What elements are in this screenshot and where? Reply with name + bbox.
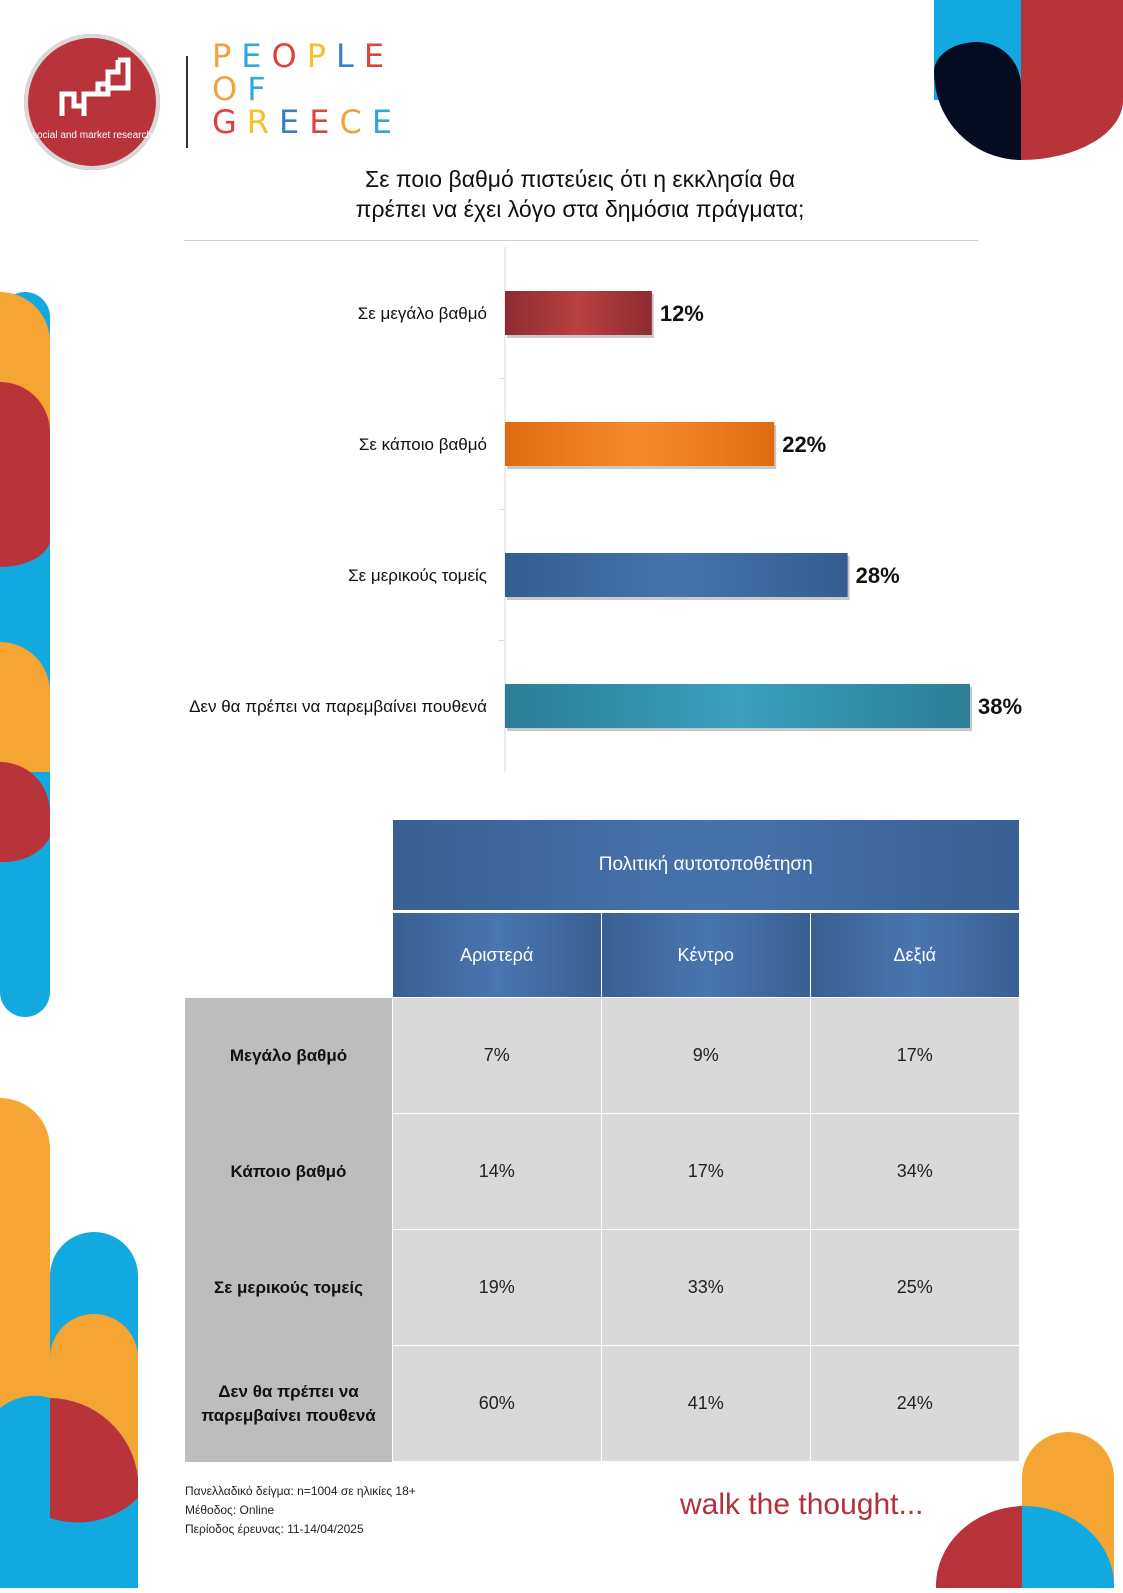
bar-1 xyxy=(505,291,652,335)
brand-letter: E xyxy=(241,37,272,75)
title-divider xyxy=(184,240,978,241)
brand-letter: O xyxy=(212,70,248,108)
brand-letter: R xyxy=(246,103,280,141)
table-cell: 41% xyxy=(602,1346,810,1461)
table-cell: 33% xyxy=(602,1230,810,1345)
brand-line: PEOPLE xyxy=(212,40,402,73)
logo-mark-icon xyxy=(59,57,131,116)
logo-subtitle: social and market research xyxy=(31,130,153,141)
sed-logo: social and market research xyxy=(24,34,160,170)
brand-line: GREECE xyxy=(212,106,402,139)
category-label: Δεν θα πρέπει να παρεμβαίνει πουθενά xyxy=(189,697,487,716)
table-row-header: Σε μερικούς τομείς xyxy=(185,1230,392,1346)
people-of-greece-logo: PEOPLE OF GREECE xyxy=(212,40,402,139)
table-cell: 60% xyxy=(393,1346,601,1461)
table-column-header: Αριστερά xyxy=(393,913,601,997)
category-label: Σε κάποιο βαθμό xyxy=(359,435,487,454)
table-group-header: Πολιτική αυτοτοποθέτηση xyxy=(393,820,1019,910)
decor-bottom-left xyxy=(0,1098,140,1588)
table-column-header: Κέντρο xyxy=(602,913,810,997)
table-cell: 19% xyxy=(393,1230,601,1345)
brand-letter: E xyxy=(279,103,310,141)
brand-letter: E xyxy=(371,103,403,141)
title-line-2: πρέπει να έχει λόγο στα δημόσια πράγματα… xyxy=(355,196,805,222)
table-cell: 14% xyxy=(393,1114,601,1229)
table-cell: 17% xyxy=(811,998,1019,1113)
brand-letter: L xyxy=(336,37,364,75)
brand-letter: E xyxy=(309,103,340,141)
brand-line: OF xyxy=(212,73,402,106)
table-column-header: Δεξιά xyxy=(811,913,1019,997)
table-cell: 17% xyxy=(602,1114,810,1229)
category-label: Σε μερικούς τομείς xyxy=(348,566,487,585)
bar-3 xyxy=(505,553,848,597)
table-row-header: Δεν θα πρέπει να παρεμβαίνει πουθενά xyxy=(185,1346,392,1462)
brand-divider xyxy=(186,56,188,148)
value-label: 28% xyxy=(856,563,900,588)
brand-letter: F xyxy=(247,70,276,108)
brand-letter: C xyxy=(339,103,372,141)
table-cell: 9% xyxy=(602,998,810,1113)
title-line-1: Σε ποιο βαθμό πιστεύεις ότι η εκκλησία θ… xyxy=(364,166,796,192)
decor-top-right xyxy=(934,0,1123,160)
decor-left-strip xyxy=(0,292,52,1017)
table-row-header: Μεγάλο βαθμό xyxy=(185,998,392,1114)
brand-letter: P xyxy=(306,37,336,75)
table-cell: 24% xyxy=(811,1346,1019,1461)
value-label: 22% xyxy=(782,432,826,457)
bar-4 xyxy=(505,684,970,728)
note-period: Περίοδος έρευνας: 11-14/04/2025 xyxy=(185,1522,364,1536)
note-method: Μέθοδος: Online xyxy=(185,1503,275,1517)
brand-letter: O xyxy=(271,37,307,75)
table-row-header: Κάποιο βαθμό xyxy=(185,1114,392,1230)
bar-2 xyxy=(505,422,775,466)
value-label: 12% xyxy=(660,301,704,326)
value-label: 38% xyxy=(978,694,1022,719)
note-sample: Πανελλαδικό δείγμα: n=1004 σε ηλικίες 18… xyxy=(185,1484,416,1498)
methodology-notes: Πανελλαδικό δείγμα: n=1004 σε ηλικίες 18… xyxy=(185,1482,416,1539)
table-cell: 25% xyxy=(811,1230,1019,1345)
bar-chart: Σε μεγάλο βαθμό 12% Σε κάποιο βαθμό 22% Σε μ… xyxy=(189,247,1022,772)
brand-letter: E xyxy=(363,37,395,75)
table-cell: 34% xyxy=(811,1114,1019,1229)
brand-letter: P xyxy=(212,37,242,75)
table-cell: 7% xyxy=(393,998,601,1113)
category-label: Σε μεγάλο βαθμό xyxy=(358,304,487,323)
page-title: Σε ποιο βαθμό πιστεύεις ότι η εκκλησία θ… xyxy=(180,164,980,224)
crosstab-table: Πολιτική αυτοτοποθέτηση Αριστερά Κέντρο Δεξ… xyxy=(185,820,1021,1462)
tagline: walk the thought... xyxy=(680,1488,924,1521)
decor-bottom-right xyxy=(935,1418,1123,1588)
brand-letter: G xyxy=(212,103,247,141)
